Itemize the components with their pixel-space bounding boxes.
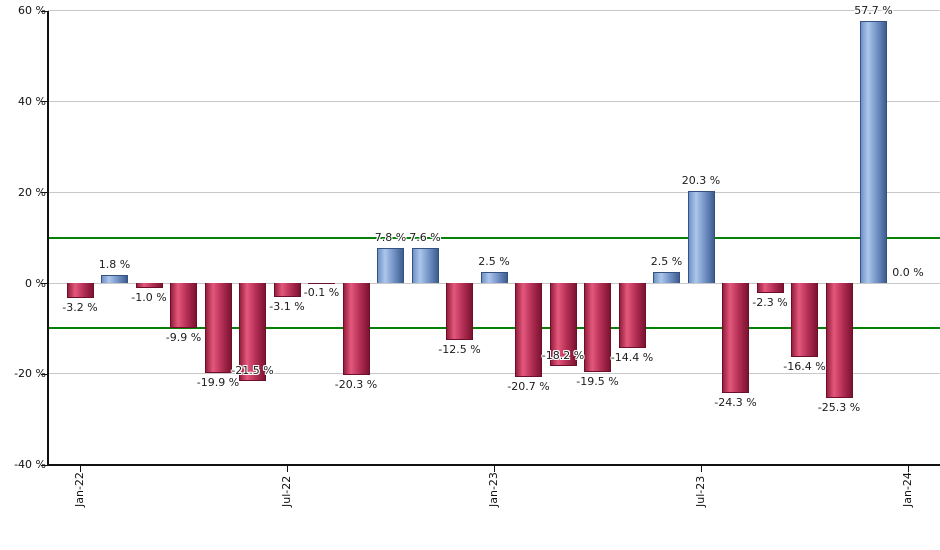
bar-value-label-Apr-23: -19.5 %: [576, 374, 619, 388]
bar-value-label-Aug-23: -24.3 %: [714, 396, 757, 410]
bar-Jan-22[interactable]: [66, 283, 94, 298]
bar-Dec-22[interactable]: [446, 283, 473, 340]
bar-Jun-23[interactable]: [653, 271, 680, 283]
bar-value-label-Feb-22: 1.8 %: [98, 257, 131, 271]
bar-Jun-22[interactable]: [239, 283, 266, 381]
x-axis-label-Jan-24: Jan-24: [901, 471, 914, 507]
bar-Aug-22[interactable]: [308, 283, 335, 285]
gridline-y-0: [48, 282, 940, 284]
bar-value-label-Dec-22: -12.5 %: [438, 342, 481, 356]
bar-Dec-23[interactable]: [860, 21, 887, 283]
bar-value-label-Aug-22: -0.1 %: [303, 286, 340, 300]
bar-value-label-Feb-23: -20.7 %: [507, 379, 550, 393]
bar-value-label-Dec-23: 57.7 %: [854, 4, 893, 18]
bar-value-label-Oct-22: 7.8 %: [374, 230, 407, 244]
bar-Mar-23[interactable]: [549, 283, 577, 366]
bar-value-label-Jan-24: 0.0 %: [892, 266, 924, 279]
x-axis-label-Jan-22: Jan-22: [73, 471, 86, 507]
bar-value-label-May-22: -19.9 %: [196, 376, 240, 390]
y-tick-40: [41, 101, 47, 103]
y-tick-20: [41, 192, 47, 194]
guide-line-plus10: [48, 236, 940, 239]
bar-value-label-Jul-22: -3.1 %: [269, 300, 305, 314]
x-tick-Jan-24: [908, 464, 909, 472]
y-tick-0: [41, 283, 47, 284]
y-axis-line: [47, 10, 49, 465]
y-axis-label-0: 0 %: [25, 276, 46, 290]
x-axis-line: [47, 463, 940, 466]
x-tick-Jul-22: [287, 464, 288, 472]
x-axis-label-Jul-22: Jul-22: [280, 475, 293, 507]
gridline-y-40: [48, 100, 940, 102]
bar-value-label-Oct-23: -16.4 %: [783, 360, 826, 374]
bar-Oct-22[interactable]: [377, 247, 404, 283]
bar-Apr-23[interactable]: [584, 283, 611, 372]
bar-May-23[interactable]: [618, 283, 646, 349]
bar-value-label-Jan-22: -3.2 %: [62, 300, 98, 314]
bar-May-22[interactable]: [204, 283, 232, 374]
bar-Oct-23[interactable]: [791, 283, 818, 358]
guide-line-minus10: [48, 327, 940, 330]
bar-value-label-Apr-22: -9.9 %: [165, 330, 202, 344]
x-tick-Jan-23: [494, 464, 495, 472]
bar-Jan-23[interactable]: [480, 271, 508, 283]
bar-value-label-Nov-23: -25.3 %: [817, 400, 861, 414]
y-axis-label-40: 40 %: [18, 94, 46, 108]
bar-Jul-23[interactable]: [687, 190, 715, 283]
bar-value-label-Sep-22: -20.3 %: [334, 378, 378, 392]
y-axis-label-20: 20 %: [18, 185, 46, 199]
bar-value-label-Jun-22: -21.5 %: [231, 363, 274, 377]
bar-value-label-Jul-23: 20.3 %: [681, 173, 721, 187]
bar-Nov-22[interactable]: [411, 248, 439, 283]
bar-Sep-23[interactable]: [756, 283, 784, 294]
bar-Apr-22[interactable]: [170, 283, 197, 328]
gridline-y-20: [48, 191, 940, 193]
gridline-y--20: [48, 373, 940, 375]
bar-value-label-Mar-22: -1.0 %: [131, 290, 167, 304]
gridline-y-60: [48, 10, 940, 12]
bar-Aug-23[interactable]: [722, 283, 749, 394]
bar-Nov-23[interactable]: [825, 283, 853, 398]
bar-Jul-22[interactable]: [273, 283, 301, 298]
x-axis-label-Jul-23: Jul-23: [694, 475, 707, 507]
bar-value-label-May-23: -14.4 %: [610, 351, 654, 365]
bar-Sep-22[interactable]: [342, 283, 370, 376]
bar-value-label-Jun-23: 2.5 %: [650, 254, 683, 268]
bar-value-label-Jan-23: 2.5 %: [478, 254, 510, 268]
bar-value-label-Nov-22: 7.6 %: [409, 231, 441, 245]
x-axis-label-Jan-23: Jan-23: [487, 471, 500, 507]
y-tick--40: [41, 464, 47, 466]
bar-Feb-23[interactable]: [515, 283, 542, 377]
bar-Feb-22[interactable]: [101, 274, 128, 283]
bar-value-label-Mar-23: -18.2 %: [541, 348, 585, 362]
y-tick--20: [41, 373, 47, 375]
y-axis-label--20: -20 %: [14, 367, 46, 381]
y-axis-label--40: -40 %: [14, 458, 46, 472]
bar-value-label-Sep-23: -2.3 %: [752, 296, 788, 310]
x-tick-Jul-23: [701, 464, 702, 472]
bar-Mar-22[interactable]: [135, 283, 163, 288]
y-axis-label-60: 60 %: [18, 4, 46, 18]
x-tick-Jan-22: [80, 464, 81, 472]
y-tick-60: [41, 10, 47, 12]
